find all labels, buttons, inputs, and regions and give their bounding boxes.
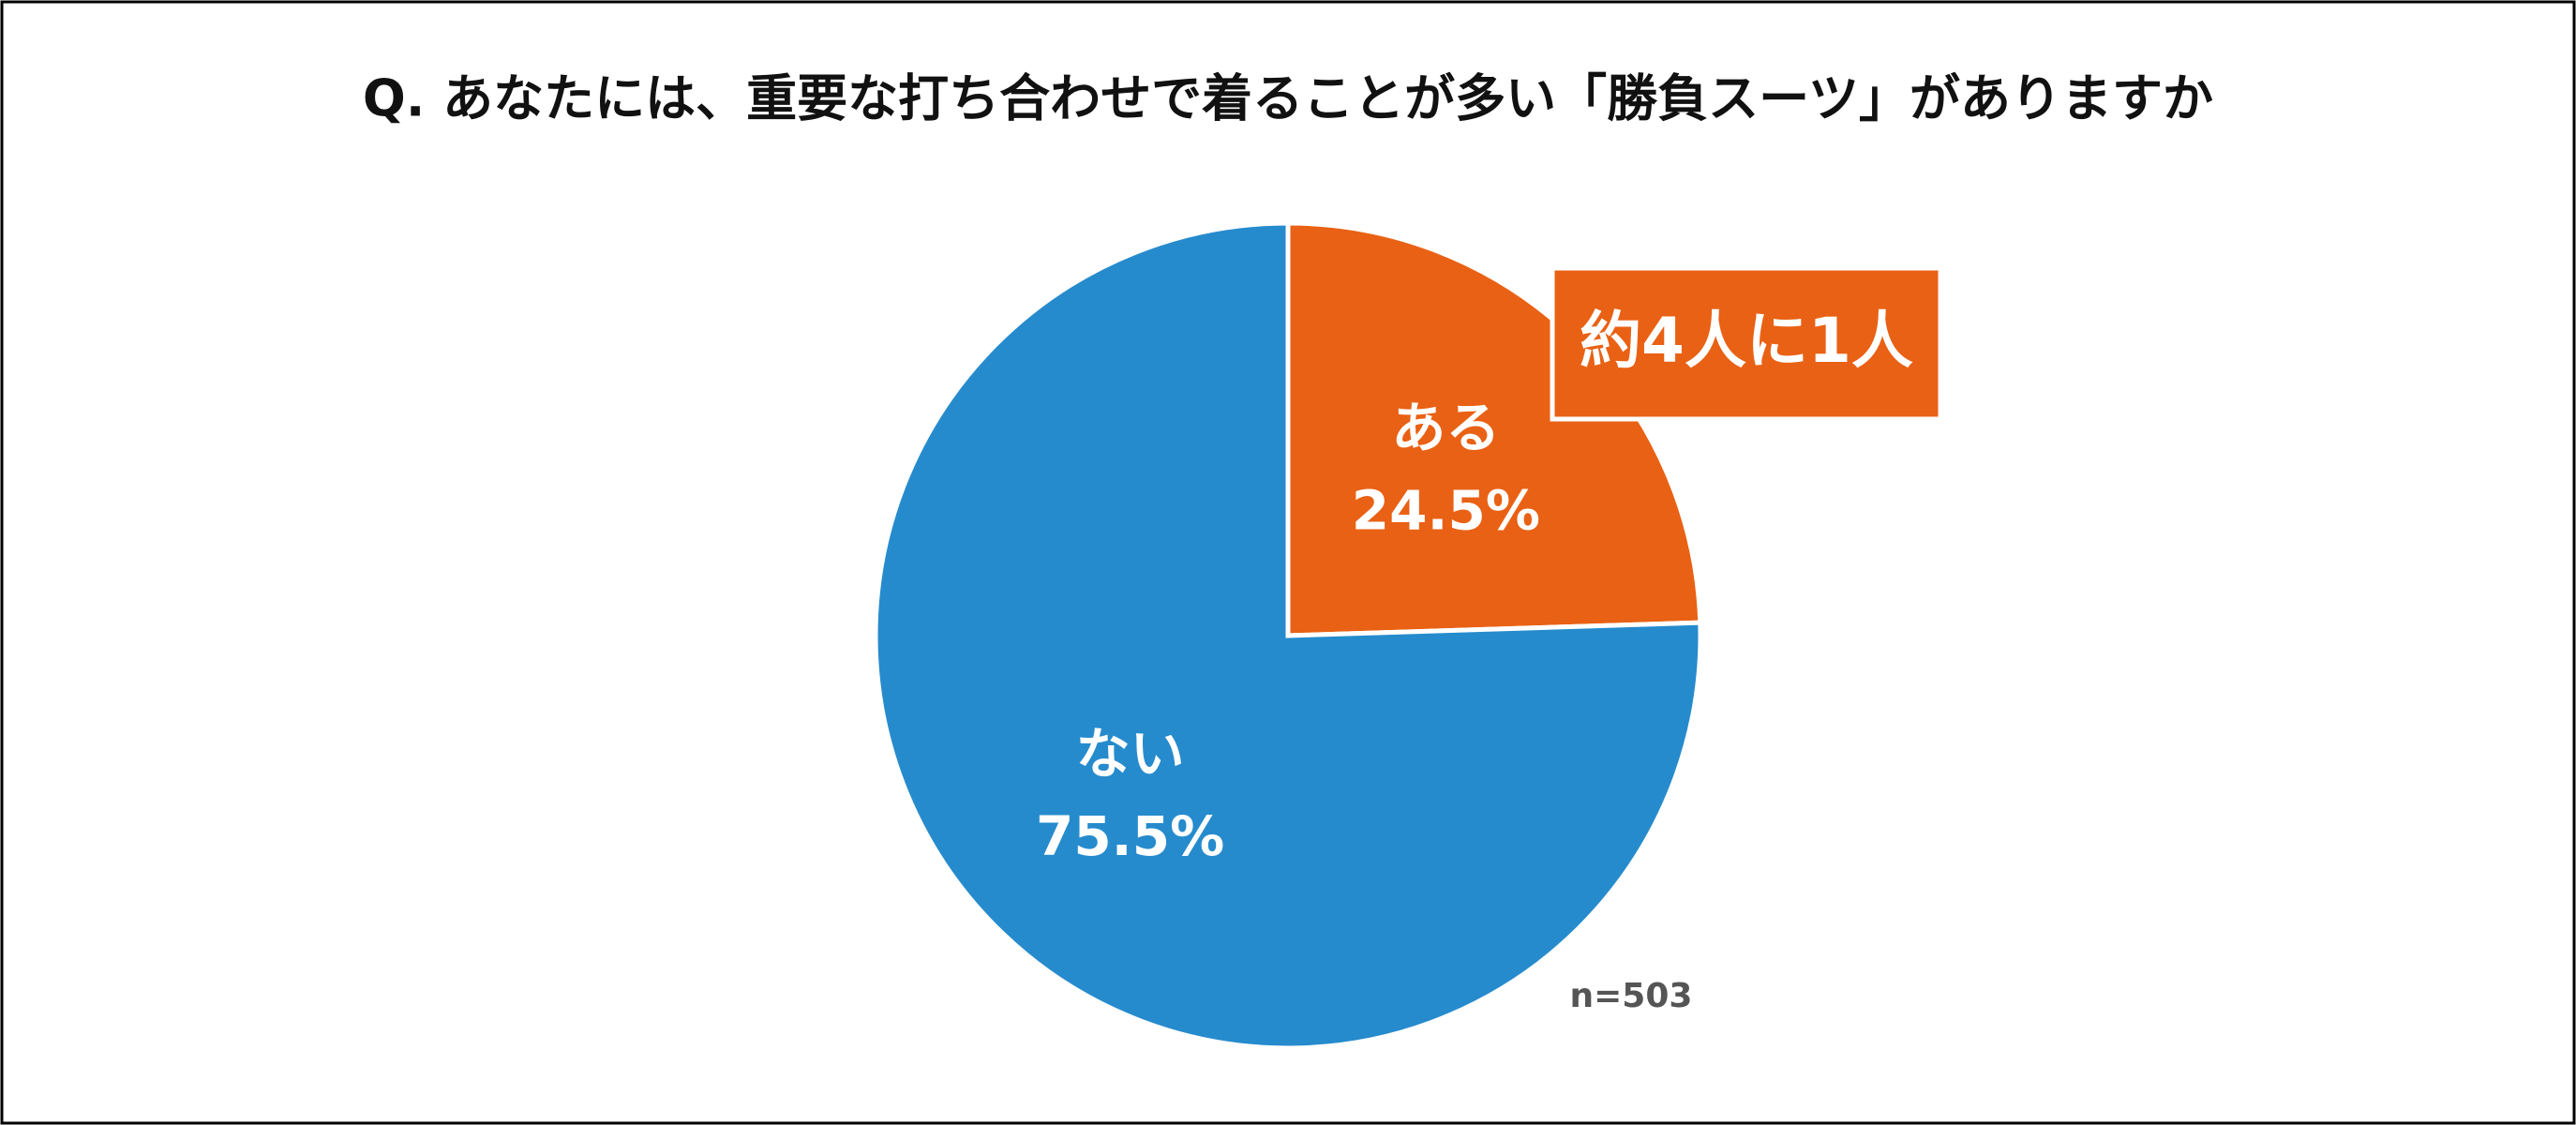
note: n=503 — [1570, 977, 1693, 1015]
slice-value-label: 75.5% — [1036, 804, 1224, 868]
slice-category-label: ない — [1076, 722, 1185, 786]
slice-value-label: 24.5% — [1352, 478, 1540, 542]
chart-title: Q. あなたには、重要な打ち合わせで着ることが多い「勝負スーツ」がありますか — [363, 69, 2213, 128]
slice-category-label: ある — [1391, 396, 1500, 459]
pie-slice — [873, 220, 1703, 1051]
annotation-box — [1550, 265, 1943, 422]
annotation: 約4人に1人 — [1580, 305, 1913, 377]
